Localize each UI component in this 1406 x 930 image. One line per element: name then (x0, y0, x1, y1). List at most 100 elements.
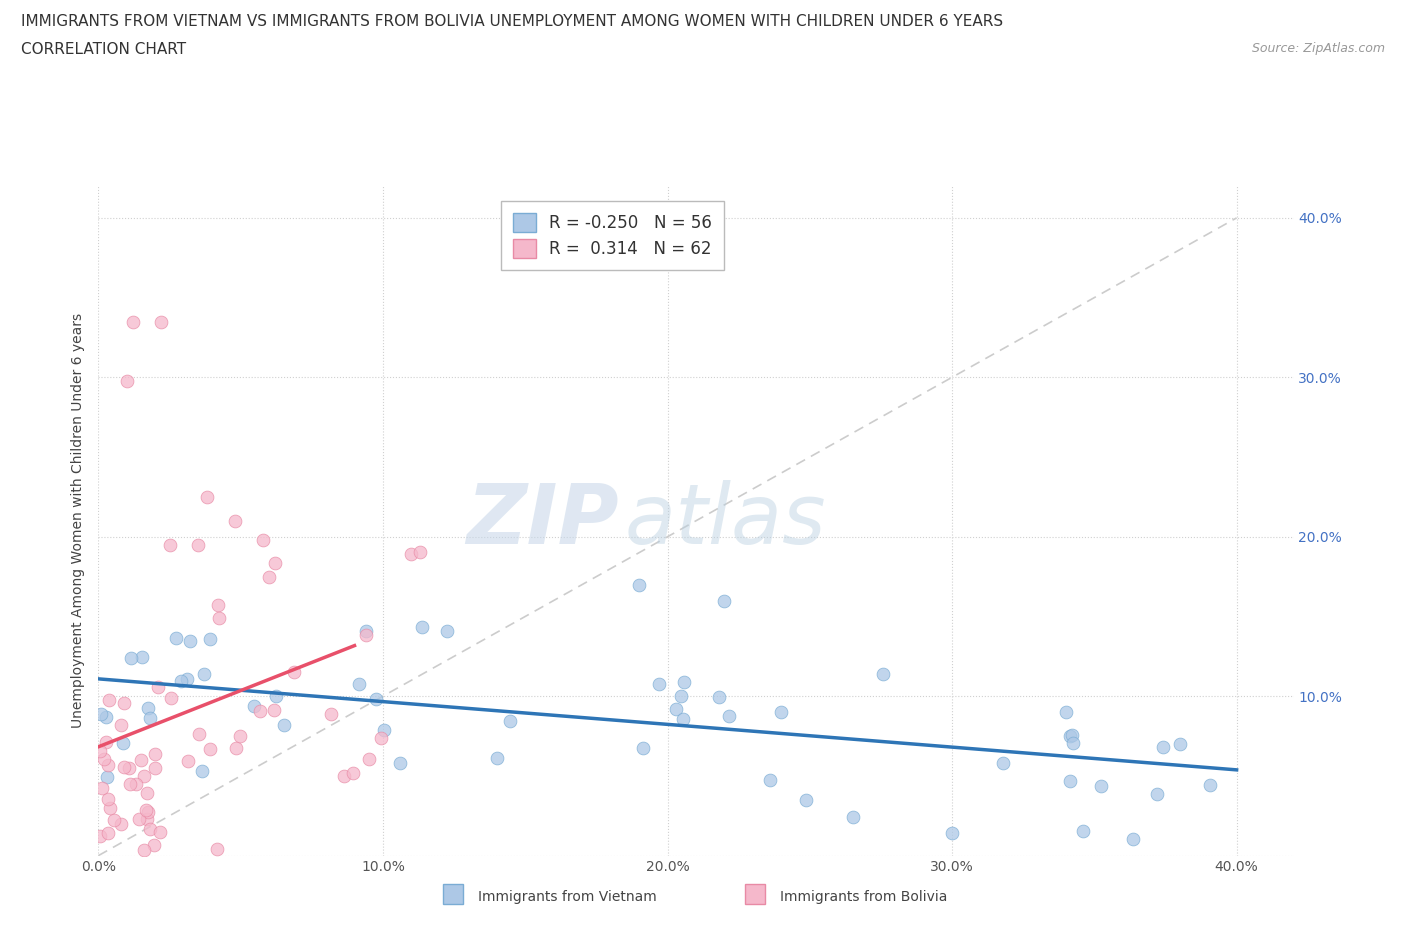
Point (207, 842, 229, 857)
Point (319, 707, 342, 722)
Point (1199, 777, 1222, 792)
Point (1152, 739, 1174, 754)
Point (177, 753, 200, 768)
Point (243, 698, 266, 713)
Point (411, 619, 433, 634)
Point (129, 752, 152, 767)
Text: Immigrants from Vietnam: Immigrants from Vietnam (478, 890, 657, 905)
Point (370, 730, 392, 745)
Point (373, 722, 395, 737)
Point (97, 758, 120, 773)
Point (354, 628, 377, 643)
Point (139, 822, 162, 837)
Point (665, 702, 688, 717)
Point (136, 701, 159, 716)
Point (631, 740, 654, 755)
Point (208, 611, 231, 626)
Point (89, 743, 111, 758)
Point (249, 703, 271, 718)
Legend: R = -0.250   N = 56, R =  0.314   N = 62: R = -0.250 N = 56, R = 0.314 N = 62 (501, 201, 724, 270)
Point (842, 810, 865, 825)
Point (191, 764, 214, 778)
Point (188, 727, 211, 742)
Text: atlas: atlas (624, 480, 825, 562)
Point (176, 671, 198, 686)
Point (770, 705, 793, 720)
Point (97, 826, 120, 841)
Point (359, 751, 381, 766)
Point (139, 711, 162, 725)
Point (224, 513, 246, 528)
Point (121, 314, 143, 329)
Text: IMMIGRANTS FROM VIETNAM VS IMMIGRANTS FROM BOLIVIA UNEMPLOYMENT AMONG WOMEN WITH: IMMIGRANTS FROM VIETNAM VS IMMIGRANTS FR… (21, 14, 1004, 29)
Point (993, 756, 1015, 771)
Point (333, 768, 356, 783)
Point (149, 825, 172, 840)
Point (347, 676, 370, 691)
Point (115, 373, 138, 388)
Point (794, 792, 817, 807)
Point (436, 624, 458, 639)
Point (628, 578, 651, 592)
Point (112, 696, 135, 711)
Point (150, 314, 173, 329)
Point (143, 761, 166, 776)
Text: Source: ZipAtlas.com: Source: ZipAtlas.com (1251, 42, 1385, 55)
Point (283, 664, 305, 679)
Point (673, 675, 696, 690)
Point (89, 829, 111, 844)
Point (498, 713, 520, 728)
Point (273, 717, 295, 732)
Point (354, 623, 377, 638)
Point (713, 593, 735, 608)
Point (364, 692, 387, 707)
Point (707, 689, 730, 704)
Text: Immigrants from Bolivia: Immigrants from Bolivia (780, 890, 948, 905)
Y-axis label: Unemployment Among Women with Children Under 6 years: Unemployment Among Women with Children U… (72, 313, 86, 728)
Point (648, 677, 671, 692)
Point (198, 632, 221, 647)
Point (758, 772, 780, 787)
Point (1090, 778, 1112, 793)
Point (143, 747, 166, 762)
Point (111, 736, 134, 751)
Point (159, 538, 181, 552)
Point (94, 735, 117, 750)
Point (131, 649, 153, 664)
Point (160, 691, 183, 706)
Point (207, 598, 229, 613)
Point (170, 673, 193, 688)
Point (193, 666, 215, 681)
Point (98, 800, 121, 815)
Point (1122, 831, 1144, 846)
Point (110, 718, 132, 733)
Point (1059, 728, 1081, 743)
Point (195, 489, 218, 504)
Text: ZIP: ZIP (465, 480, 619, 562)
Point (146, 680, 169, 695)
Point (134, 843, 156, 857)
Point (1059, 773, 1081, 788)
Point (132, 769, 155, 784)
Point (98, 693, 121, 708)
Point (485, 751, 508, 765)
Point (266, 689, 288, 704)
Point (125, 777, 148, 791)
Point (671, 688, 693, 703)
Point (1054, 705, 1077, 720)
Point (91, 780, 114, 795)
Point (135, 803, 157, 817)
Point (342, 766, 364, 781)
Point (200, 741, 222, 756)
Point (1168, 737, 1191, 751)
Point (142, 838, 165, 853)
Point (187, 538, 209, 552)
Point (118, 761, 141, 776)
Point (136, 812, 159, 827)
Text: CORRELATION CHART: CORRELATION CHART (21, 42, 186, 57)
Point (1062, 727, 1084, 742)
Point (872, 667, 894, 682)
Point (408, 544, 430, 559)
Point (672, 711, 695, 726)
Point (1062, 736, 1084, 751)
